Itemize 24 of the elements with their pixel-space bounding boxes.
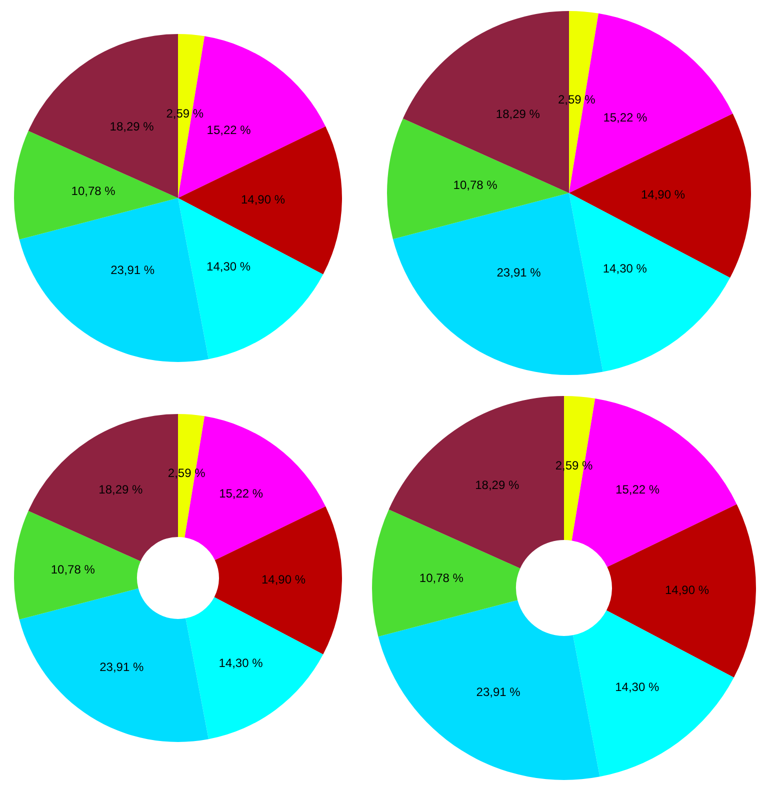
data-label: 14,90 %	[640, 188, 686, 202]
data-label: 14,90 %	[261, 572, 306, 587]
data-label: 14,30 %	[206, 259, 251, 274]
data-label: 14,30 %	[602, 262, 648, 276]
data-label: 18,29 %	[496, 107, 540, 122]
data-label: 14,90 %	[240, 192, 286, 206]
data-label: 15,22 %	[603, 110, 648, 125]
data-label: 23,91 %	[100, 660, 144, 674]
data-label: 18,29 %	[98, 482, 143, 496]
data-label: 10,78 %	[71, 184, 116, 198]
data-label: 14,30 %	[615, 680, 660, 694]
data-label: 10,78 %	[453, 178, 498, 192]
data-label: 23,91 %	[476, 684, 521, 699]
data-label: 15,22 %	[616, 482, 660, 496]
data-label: 18,29 %	[110, 120, 154, 134]
data-label: 18,29 %	[475, 478, 520, 492]
data-label: 23,91 %	[496, 265, 542, 280]
data-label: 10,78 %	[50, 562, 96, 576]
data-label: 15,22 %	[219, 486, 264, 500]
data-label: 14,90 %	[664, 583, 710, 598]
data-label: 15,22 %	[206, 122, 252, 137]
data-label: 14,30 %	[218, 656, 264, 670]
data-label: 10,78 %	[419, 570, 464, 585]
data-label: 23,91 %	[110, 262, 155, 277]
